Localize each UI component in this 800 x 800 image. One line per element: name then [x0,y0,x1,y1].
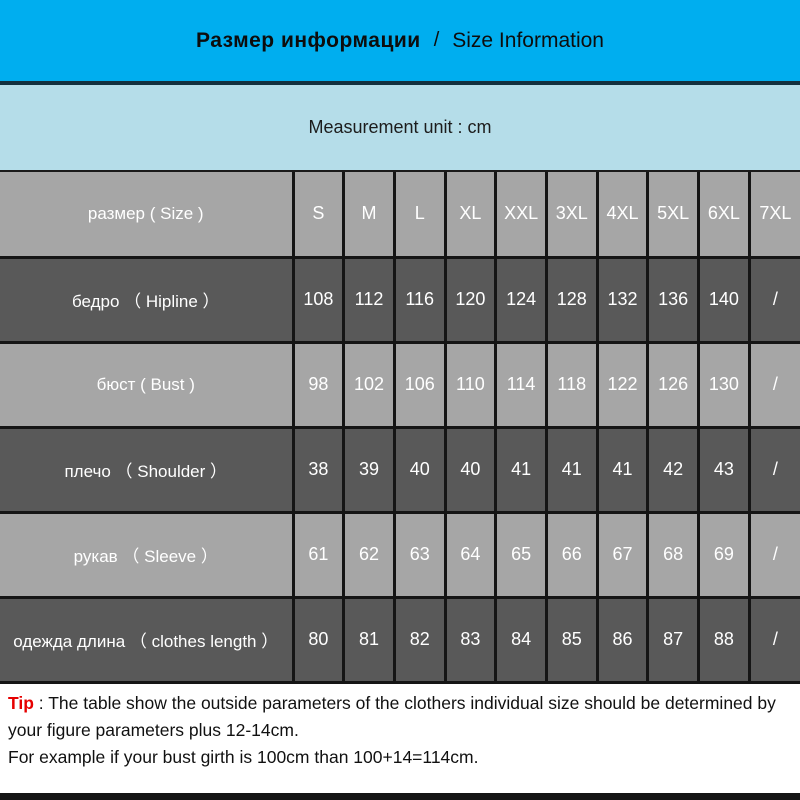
row-label: бюст ( Bust ) [0,340,295,429]
table-cell: 86 [595,595,650,684]
table-cell: 108 [291,255,346,344]
table-cell: 87 [646,595,700,684]
table-cell: 136 [646,255,700,344]
row-label: плечо （ Shoulder ） [0,425,295,514]
table-row: одежда длина （ clothes length ） 80 81 82 83 8… [0,595,800,684]
table-cell: 110 [443,340,498,429]
table-cell: 84 [494,595,548,684]
table-cell: 7XL [747,172,800,259]
table-cell: 40 [392,425,447,514]
table-cell: 106 [392,340,447,429]
size-table: размер ( Size ) S M L XL XXL 3XL 4XL 5XL 6XL 7XL бе… [0,172,800,684]
title-separator: / [433,29,440,51]
table-cell: / [747,425,800,514]
table-cell: 67 [595,510,650,599]
table-cell: 64 [443,510,498,599]
table-cell: 66 [544,510,599,599]
table-cell: 81 [342,595,396,684]
table-row: размер ( Size ) S M L XL XXL 3XL 4XL 5XL 6XL 7XL [0,172,800,259]
table-cell: 102 [342,340,396,429]
table-cell: 116 [392,255,447,344]
size-table-body: размер ( Size ) S M L XL XXL 3XL 4XL 5XL 6XL 7XL бе… [0,172,800,684]
table-cell: 132 [595,255,650,344]
table-cell: L [392,172,447,259]
measurement-unit-bar: Measurement unit : cm [0,85,800,172]
tip-line2: For example if your bust girth is 100cm … [8,746,479,767]
row-label: бедро （ Hipline ） [0,255,295,344]
table-cell: 122 [595,340,650,429]
table-cell: / [747,510,800,599]
table-cell: 6XL [697,172,751,259]
table-row: плечо （ Shoulder ） 38 39 40 40 41 41 41 42 43/ [0,425,800,514]
table-cell: 62 [342,510,396,599]
table-cell: 5XL [646,172,700,259]
table-cell: 69 [697,510,751,599]
table-cell: 83 [443,595,498,684]
table-cell: 41 [494,425,548,514]
table-cell: 80 [291,595,346,684]
table-cell: 68 [646,510,700,599]
table-cell: S [291,172,346,259]
table-row: бюст ( Bust ) 98 102 106 110 114 118 122 126 130/ [0,340,800,429]
table-cell: 114 [494,340,548,429]
title-banner: Размер информации / Size Information [0,0,800,85]
table-cell: 39 [342,425,396,514]
table-cell: 38 [291,425,346,514]
table-cell: 65 [494,510,548,599]
row-label: одежда длина （ clothes length ） [0,595,295,684]
table-cell: 120 [443,255,498,344]
table-cell: / [747,595,800,684]
measurement-unit-text: Measurement unit : cm [308,117,492,137]
table-cell: 118 [544,340,599,429]
table-cell: XL [443,172,498,259]
table-cell: / [747,255,800,344]
table-cell: 3XL [544,172,599,259]
table-cell: 140 [697,255,751,344]
table-cell: 42 [646,425,700,514]
table-cell: / [747,340,800,429]
table-cell: XXL [494,172,548,259]
table-cell: 85 [544,595,599,684]
table-cell: 82 [392,595,447,684]
table-cell: 43 [697,425,751,514]
table-cell: 61 [291,510,346,599]
title-english: Size Information [452,28,604,52]
table-cell: 128 [544,255,599,344]
tip-label: Tip [8,692,34,713]
table-cell: 40 [443,425,498,514]
row-label: размер ( Size ) [0,172,295,259]
table-cell: 4XL [595,172,650,259]
table-cell: 98 [291,340,346,429]
table-cell: 130 [697,340,751,429]
table-cell: 63 [392,510,447,599]
table-cell: 41 [595,425,650,514]
table-row: бедро （ Hipline ） 108 112 116 120 124 128 132 13… [0,255,800,344]
tip-line1: The table show the outside parameters of… [8,692,776,740]
tip-paragraph: Tip : The table show the outside paramet… [8,690,792,744]
table-cell: M [342,172,396,259]
row-label: рукав （ Sleeve ） [0,510,295,599]
tip-footer: Tip : The table show the outside paramet… [0,683,800,793]
title-russian: Размер информации [195,28,421,52]
table-cell: 126 [646,340,700,429]
table-cell: 124 [494,255,548,344]
bottom-black-bar [0,793,800,800]
table-cell: 88 [697,595,751,684]
table-cell: 112 [342,255,396,344]
table-row: рукав （ Sleeve ） 61 62 63 64 65 66 67 68 69/ [0,510,800,599]
tip-separator: : [33,692,49,713]
table-cell: 41 [544,425,599,514]
